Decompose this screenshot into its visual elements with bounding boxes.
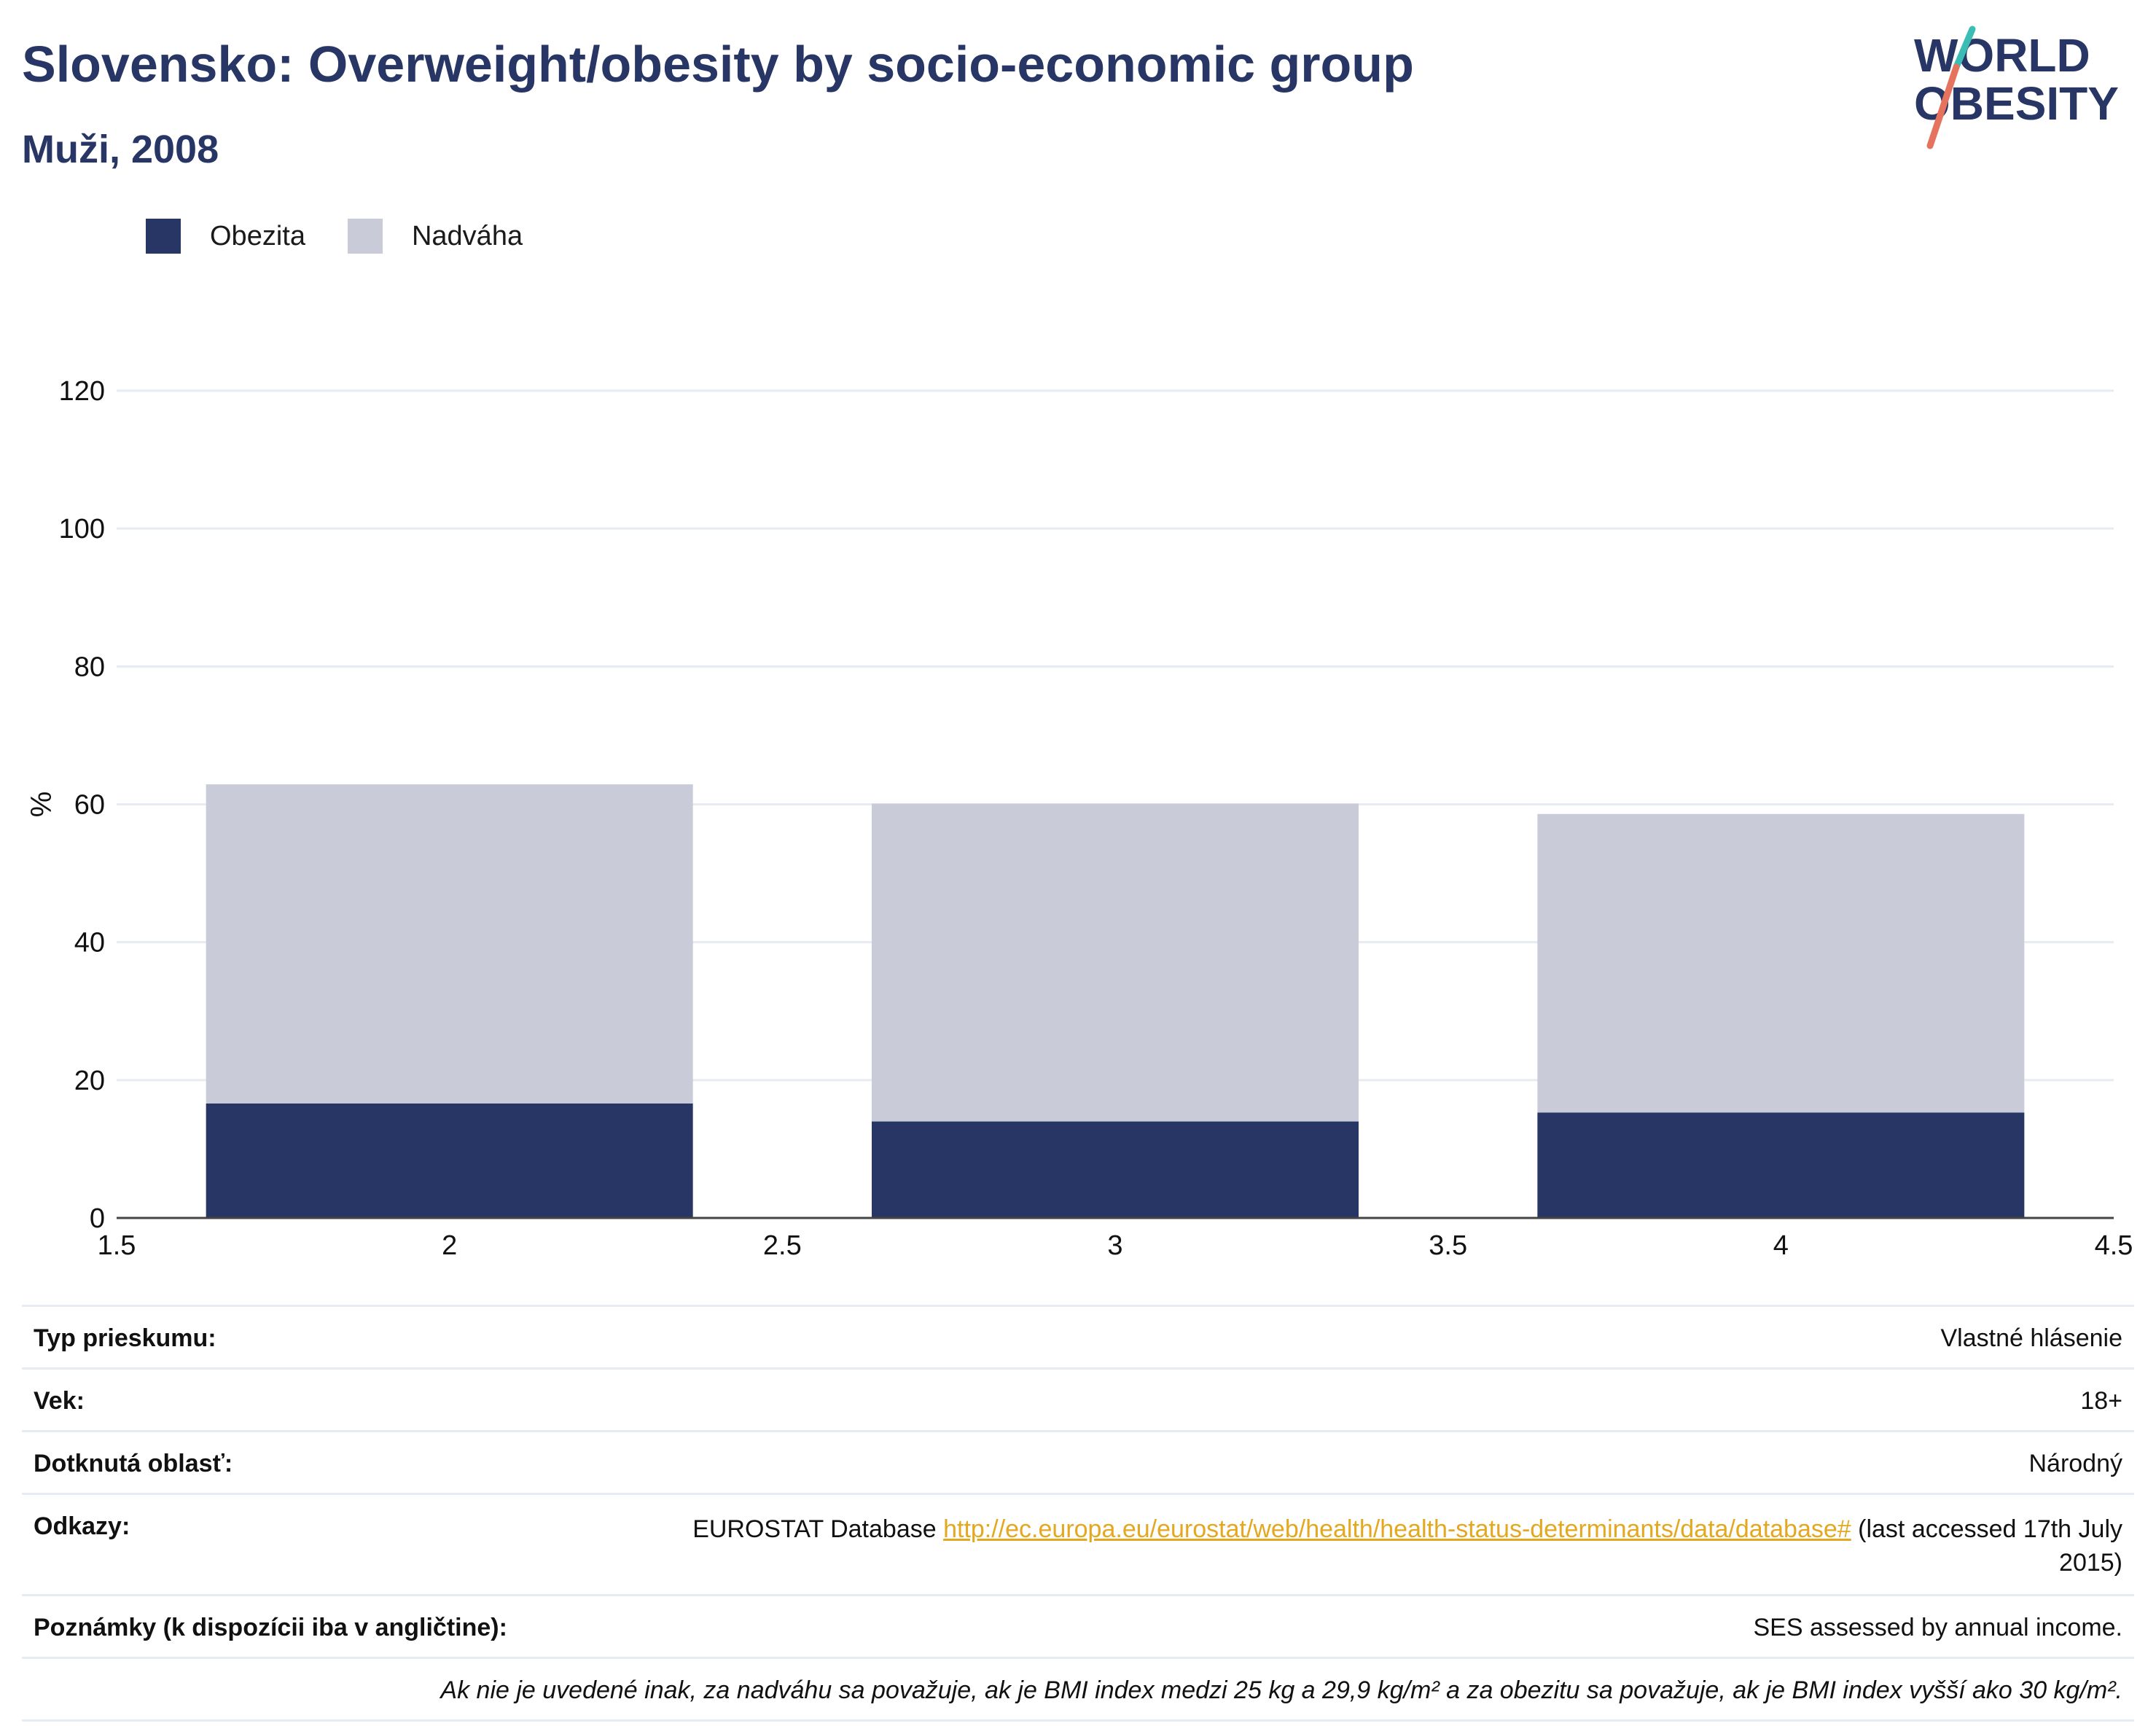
x-tick-label: 3 xyxy=(1107,1230,1122,1261)
info-row-definition: Ak nie je uvedené inak, za nadváhu sa po… xyxy=(22,1657,2134,1722)
bar-obesity[interactable] xyxy=(1537,1112,2025,1218)
info-table: Typ prieskumu: Vlastné hlásenie Vek: 18+… xyxy=(22,1305,2134,1722)
y-tick-label: 100 xyxy=(59,514,105,544)
notes-value: SES assessed by annual income. xyxy=(1753,1614,2122,1641)
survey-type-label: Typ prieskumu: xyxy=(34,1324,216,1352)
logo-slash-red xyxy=(1926,63,1960,149)
area-value: Národný xyxy=(2028,1450,2122,1477)
survey-type-value: Vlastné hlásenie xyxy=(1940,1324,2122,1352)
info-row-survey-type: Typ prieskumu: Vlastné hlásenie xyxy=(22,1305,2134,1367)
info-row-area: Dotknutá oblasť: Národný xyxy=(22,1430,2134,1493)
legend-item-obesity[interactable]: Obezita xyxy=(146,219,305,254)
legend-swatch-obesity xyxy=(146,219,181,254)
chart-legend: Obezita Nadváha xyxy=(146,217,565,255)
y-tick-label: 120 xyxy=(59,376,105,407)
bars xyxy=(206,784,2025,1218)
x-tick-label: 4.5 xyxy=(2095,1230,2133,1261)
legend-item-overweight[interactable]: Nadváha xyxy=(347,219,523,254)
x-tick-label: 2 xyxy=(442,1230,457,1261)
bar-overweight[interactable] xyxy=(206,784,693,1104)
bar-obesity[interactable] xyxy=(206,1103,693,1218)
bar-overweight[interactable] xyxy=(1537,813,2025,1113)
logo-slash-teal xyxy=(1953,26,1976,71)
x-tick-label: 4 xyxy=(1773,1230,1789,1261)
y-tick-label: 40 xyxy=(74,928,105,958)
references-suffix: (last accessed 17th July 2015) xyxy=(1851,1515,2122,1577)
stacked-bar-chart: 0 20 40 60 80 100 120 1.5 2 2.5 3 3.5 4 4.5 % xyxy=(26,376,2133,1261)
chart-title: Slovensko: Overweight/obesity by socio-e… xyxy=(22,36,1414,93)
age-value: 18+ xyxy=(2080,1387,2122,1415)
world-obesity-logo: WORLD OBESITY xyxy=(1914,26,2119,149)
legend-label-overweight: Nadváha xyxy=(411,220,523,251)
y-tick-label: 20 xyxy=(74,1066,105,1096)
notes-label: Poznámky (k dispozícii iba v angličtine)… xyxy=(34,1614,507,1641)
info-row-references: Odkazy: EUROSTAT Database http://ec.euro… xyxy=(22,1493,2134,1594)
references-label: Odkazy: xyxy=(34,1512,130,1540)
references-prefix: EUROSTAT Database xyxy=(692,1515,944,1543)
info-row-age: Vek: 18+ xyxy=(22,1367,2134,1430)
chart-subtitle: Muži, 2008 xyxy=(22,128,219,171)
logo-line-1: WORLD xyxy=(1914,29,2090,82)
y-tick-label: 80 xyxy=(74,652,105,682)
definition-text: Ak nie je uvedené inak, za nadváhu sa po… xyxy=(440,1676,2122,1704)
x-tick-label: 1.5 xyxy=(98,1230,136,1261)
legend-swatch-overweight xyxy=(347,219,383,254)
x-tick-label: 3.5 xyxy=(1429,1230,1467,1261)
references-link[interactable]: http://ec.europa.eu/eurostat/web/health/… xyxy=(943,1515,1851,1543)
references-value: EUROSTAT Database http://ec.europa.eu/eu… xyxy=(628,1512,2122,1579)
age-label: Vek: xyxy=(34,1387,85,1415)
y-axis-label: % xyxy=(26,792,58,818)
area-label: Dotknutá oblasť: xyxy=(34,1450,233,1477)
legend-label-obesity: Obezita xyxy=(210,220,305,251)
y-tick-label: 60 xyxy=(74,790,105,821)
bar-obesity[interactable] xyxy=(872,1121,1359,1218)
info-row-notes: Poznámky (k dispozícii iba v angličtine)… xyxy=(22,1594,2134,1657)
x-tick-label: 2.5 xyxy=(763,1230,802,1261)
axes: 0 20 40 60 80 100 120 1.5 2 2.5 3 3.5 4 4.5 xyxy=(59,376,2133,1261)
bar-overweight[interactable] xyxy=(872,803,1359,1122)
y-tick-label: 0 xyxy=(90,1203,105,1234)
